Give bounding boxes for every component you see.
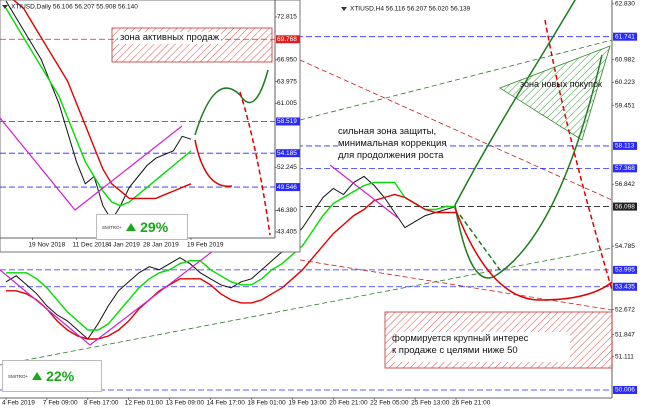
level-box [613,385,637,394]
y-tick-label: 54.785 [615,243,635,250]
badge: SMITRO+ 29% [96,214,188,240]
buy-zone [499,45,611,141]
badge-gain: 29% [140,219,169,235]
level-label: 58.113 [615,143,635,150]
x-tick-label: 4 Feb 2019 [2,400,35,407]
y-tick-label: 62.830 [615,1,635,8]
badge-icon [126,223,137,231]
level-label: 49.546 [277,184,297,191]
y-tick-label: 61.005 [277,100,297,107]
y-tick-label: 63.975 [277,78,297,85]
price-line [5,7,192,207]
level-box [276,117,300,126]
badge-gain: 22% [46,368,75,384]
x-tick-label: 26 Feb 21:00 [452,400,491,407]
trend-lines [0,39,613,366]
level-box [276,149,300,158]
level-label: 53.435 [615,283,635,290]
y-tick-label: 56.842 [615,181,635,188]
level-box [613,141,637,150]
y-tick-label: 59.451 [615,102,635,109]
annotation: сильная зона защиты, минимальная коррекц… [338,126,447,162]
price-line [6,181,456,331]
level-box [613,32,637,41]
x-tick-label: 25 Feb 13:00 [411,400,450,407]
menu-icon [2,5,8,9]
x-tick-label: 12 Feb 01:00 [125,400,164,407]
x-tick-label: 22 Feb 05:00 [370,400,409,407]
x-tick-label: 8 Feb 17:00 [84,400,119,407]
x-tick-label: 19 Feb 13:00 [288,400,327,407]
y-tick-label: 72.815 [277,14,297,21]
y-tick-label: 51.847 [615,331,635,338]
level-box [613,202,637,211]
level-label: 58.519 [277,118,297,125]
level-box [613,282,637,291]
level-label: 56.098 [615,203,635,210]
annotation: формируется крупный интерес к продаже с … [392,333,529,356]
level-box [613,164,637,173]
annotation: зона активных продаж [118,32,222,44]
chart-title: XTIUSD,H4 56.116 56.207 56.020 56.139 [350,6,471,13]
y-tick-label: 51.111 [615,353,634,360]
y-tick-label: 43.405 [277,229,297,236]
x-tick-label: 18 Feb 01:00 [247,400,286,407]
price-line [5,175,457,340]
y-tick-label: 46.380 [277,207,297,214]
x-tick-label: 19 Feb 2019 [187,242,224,249]
x-tick-label: 28 Jan 2019 [143,242,179,249]
x-tick-label: 11 Dec 2018 [72,242,109,249]
level-label: 53.995 [615,267,635,274]
badge-brand: SMITRO+ [102,224,123,230]
y-tick-label: 60.223 [615,79,635,86]
menu-icon [341,7,347,11]
badge-brand: SMITRO+ [8,373,29,379]
x-tick-label: 7 Feb 09:00 [43,400,78,407]
level-label: 61.741 [615,33,635,40]
label-bg [395,332,570,362]
x-tick-label: 13 Feb 09:00 [166,400,205,407]
level-box [613,265,637,274]
chart-title: XTIUSD,Daily 56.106 56.207 55.908 56.140 [11,4,138,11]
y-tick-label: 66.950 [277,57,297,64]
x-tick-label: 14 Feb 17:00 [207,400,246,407]
y-tick-label: 52.245 [277,164,297,171]
x-tick-label: 20 Feb 21:00 [329,400,368,407]
badge: SMITRO+ 22% [2,360,102,392]
x-tick-label: 19 Nov 2018 [28,242,65,249]
h4-chart: 62.830 60.982 60.223 59.451 56.842 54.785 52.6… [0,0,637,407]
level-box [276,183,300,192]
x-tick-label: 4 Jan 2019 [108,242,141,249]
level-label: 50.006 [615,387,635,394]
y-tick-label: 60.982 [615,56,635,63]
level-box [276,35,300,44]
annotation: зона новых покупок [520,79,602,89]
price-line [12,0,192,200]
forecast [0,69,271,236]
level-label: 57.368 [615,165,635,172]
level-label: 54.185 [277,150,297,157]
badge-icon [32,372,43,380]
y-tick-label: 52.672 [615,306,635,313]
level-label: 69.768 [277,36,297,43]
